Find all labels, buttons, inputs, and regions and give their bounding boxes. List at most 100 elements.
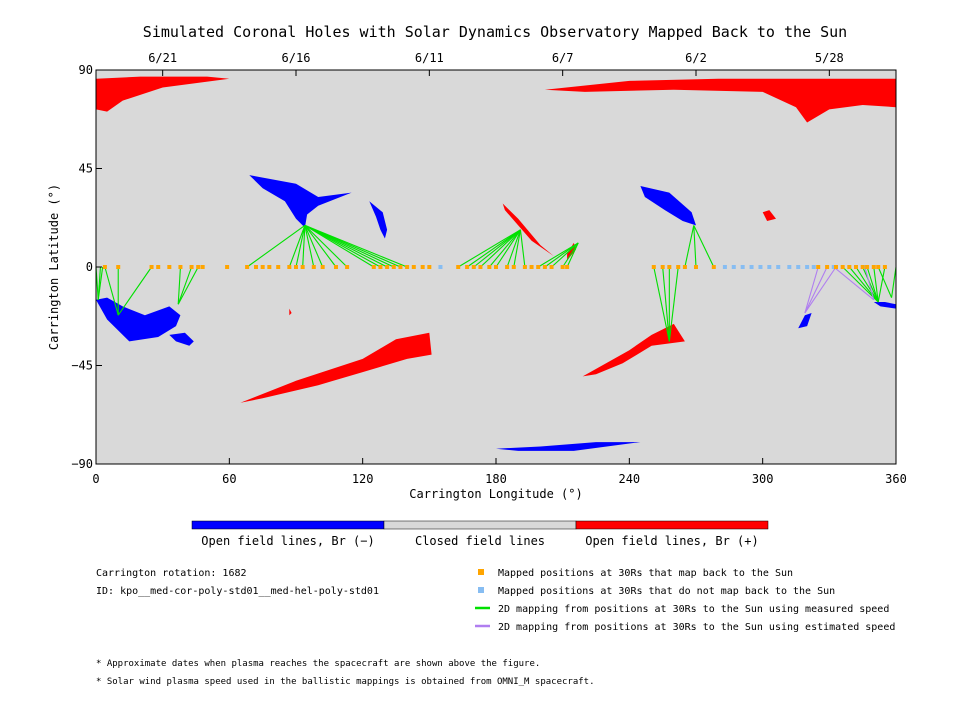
x-tick-label-2: 120 bbox=[352, 472, 374, 486]
mapped-position-43 bbox=[549, 265, 554, 269]
unmapped-position-10 bbox=[805, 265, 810, 269]
measured-mapping-line-1-6 bbox=[506, 229, 521, 268]
unmapped-position-12 bbox=[831, 265, 836, 269]
mapped-position-37 bbox=[505, 265, 510, 269]
measured-mapping-line-4-0 bbox=[653, 266, 670, 342]
measured-mapping-line-0-4 bbox=[304, 225, 315, 268]
mapped-position-56 bbox=[840, 265, 845, 269]
x-tick-label-0: 0 bbox=[92, 472, 99, 486]
x-tick-label-4: 240 bbox=[618, 472, 640, 486]
coronal-hole-negative-9 bbox=[169, 332, 194, 346]
mapped-position-46 bbox=[651, 265, 656, 269]
measured-mapping-line-8-4 bbox=[866, 266, 879, 303]
y-axis-label: Carrington Latitude (°) bbox=[47, 184, 61, 350]
mapped-position-49 bbox=[676, 265, 681, 269]
coronal-hole-negative-6 bbox=[640, 186, 696, 226]
measured-mapping-line-7-0 bbox=[177, 266, 181, 305]
unmapped-position-5 bbox=[758, 265, 763, 269]
mapped-position-40 bbox=[529, 265, 534, 269]
measured-mapping-line-3-2 bbox=[693, 225, 715, 268]
mapped-position-32 bbox=[465, 265, 470, 269]
mapped-position-34 bbox=[478, 265, 483, 269]
mapped-position-14 bbox=[276, 265, 281, 269]
unmapped-position-7 bbox=[776, 265, 781, 269]
mapped-position-16 bbox=[294, 265, 298, 269]
y-tick-label-3: −45 bbox=[71, 359, 93, 373]
mapped-position-26 bbox=[398, 265, 403, 269]
measured-mapping-line-4-1 bbox=[662, 266, 670, 342]
mapped-position-13 bbox=[267, 265, 272, 269]
measured-mapping-line-0-13 bbox=[304, 224, 408, 268]
measured-mapping-line-9-1 bbox=[891, 266, 897, 298]
mapped-position-36 bbox=[494, 265, 498, 269]
mapped-position-15 bbox=[287, 265, 292, 269]
estimated-mapping-line-0-0 bbox=[804, 266, 819, 314]
mapped-position-39 bbox=[522, 265, 527, 269]
date-tick-label-1: 6/16 bbox=[282, 51, 311, 65]
mapped-position-9 bbox=[225, 265, 230, 269]
axes: 0 60 120 180 240 300 360 90 45 0 −45 −90 6/21 6/16 6/1… bbox=[71, 51, 907, 486]
unmapped-position-11 bbox=[811, 265, 816, 269]
mapped-position-23 bbox=[378, 265, 383, 269]
measured-mapping-line-2-4 bbox=[566, 242, 579, 268]
measured-mapping-line-0-7 bbox=[304, 225, 348, 268]
coronal-hole-negative-2 bbox=[249, 175, 352, 228]
coronal-hole-negative-15 bbox=[873, 302, 896, 309]
mapped-position-19 bbox=[320, 265, 325, 269]
mapped-position-35 bbox=[487, 265, 492, 269]
carrington-rotation: Carrington rotation: 1682 bbox=[96, 568, 247, 579]
coronal-hole-positive-4 bbox=[502, 203, 554, 257]
y-tick-label-4: −90 bbox=[71, 457, 93, 471]
measured-mapping-line-2-0 bbox=[537, 242, 579, 268]
unmapped-position-9 bbox=[796, 265, 801, 269]
mapped-position-38 bbox=[511, 265, 516, 269]
unmapped-position-4 bbox=[749, 265, 754, 269]
measured-mapping-line-1-2 bbox=[473, 229, 521, 268]
mapped-position-47 bbox=[660, 265, 665, 269]
colorbar-closed bbox=[383, 520, 577, 530]
measured-mapping-line-1-0 bbox=[457, 229, 521, 268]
measured-mapping-line-4-3 bbox=[668, 266, 679, 342]
legend-mapped-label: Mapped positions at 30Rs that map back t… bbox=[498, 568, 793, 579]
mapped-position-10 bbox=[245, 265, 250, 269]
legend-measured-label: 2D mapping from positions at 30Rs to the… bbox=[498, 604, 889, 615]
mapped-position-21 bbox=[345, 265, 350, 269]
mapped-position-24 bbox=[385, 265, 390, 269]
mapped-position-2 bbox=[149, 265, 154, 269]
date-tick-label-2: 6/11 bbox=[415, 51, 444, 65]
mapped-position-17 bbox=[300, 265, 305, 269]
mapped-position-11 bbox=[254, 265, 258, 269]
measured-mapping-line-8-6 bbox=[877, 266, 886, 303]
mapped-position-20 bbox=[334, 265, 338, 269]
unmapped-position-3 bbox=[740, 265, 745, 269]
footnote-speed: * Solar wind plasma speed used in the ba… bbox=[96, 677, 595, 687]
estimated-mapping-line-0-1 bbox=[804, 266, 828, 314]
coronal-hole-positive-0 bbox=[96, 76, 230, 112]
measured-mapping-line-0-1 bbox=[288, 225, 306, 268]
chart-title: Simulated Coronal Holes with Solar Dynam… bbox=[143, 23, 847, 41]
mapped-position-54 bbox=[825, 265, 830, 269]
mapped-position-61 bbox=[871, 265, 876, 269]
measured-mapping-line-0-2 bbox=[295, 225, 306, 268]
measured-mapping-line-1-8 bbox=[519, 229, 526, 268]
mapped-position-59 bbox=[860, 265, 865, 269]
measured-mapping-line-2-2 bbox=[551, 242, 579, 268]
date-tick-label-0: 6/21 bbox=[148, 51, 177, 65]
coronal-hole-negative-8 bbox=[96, 297, 181, 342]
coronal-hole-positive-12 bbox=[582, 323, 685, 377]
mapped-position-44 bbox=[560, 265, 565, 269]
colorbar-negative bbox=[191, 520, 385, 530]
coronal-hole-positive-11 bbox=[240, 332, 432, 403]
measured-mapping-line-5-2 bbox=[97, 266, 104, 300]
y-tick-label-2: 0 bbox=[86, 260, 93, 274]
date-tick-label-4: 6/2 bbox=[685, 51, 707, 65]
estimated-mapping-line-1-1 bbox=[864, 266, 875, 300]
mapped-position-6 bbox=[189, 265, 194, 269]
date-tick-label-5: 5/28 bbox=[815, 51, 844, 65]
coronal-hole-regions bbox=[96, 76, 896, 451]
mapped-position-51 bbox=[694, 265, 698, 269]
mapped-position-18 bbox=[311, 265, 316, 269]
mapped-position-31 bbox=[456, 265, 461, 269]
mapped-position-27 bbox=[405, 265, 410, 269]
